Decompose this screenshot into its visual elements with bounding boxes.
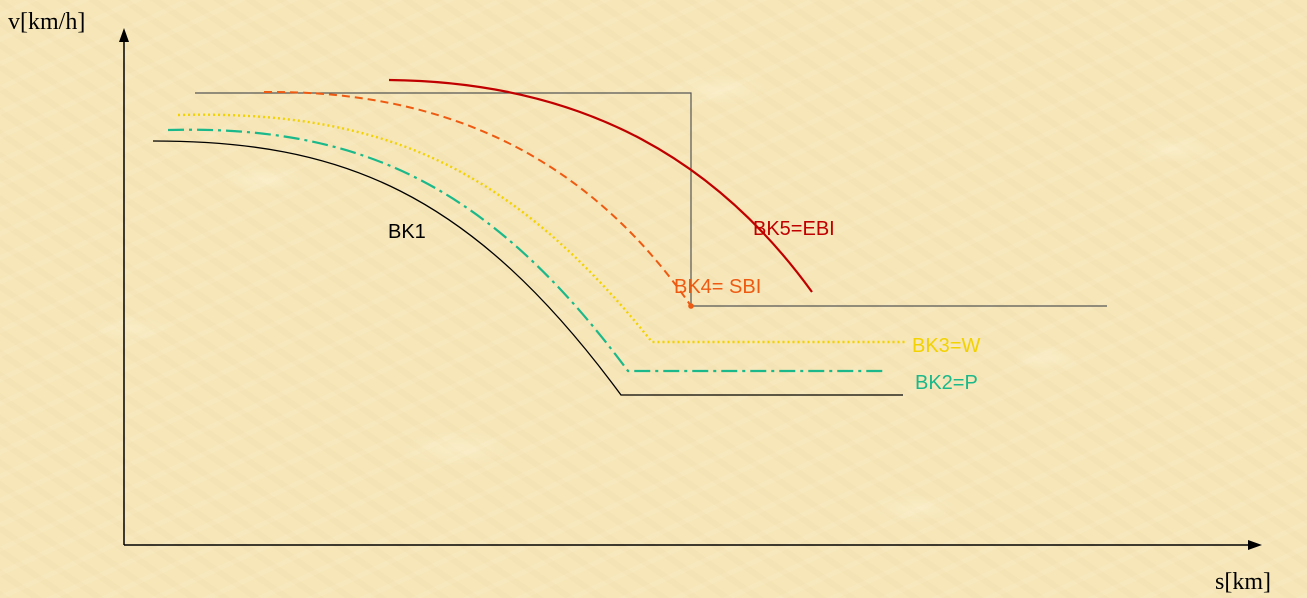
series-label-bk1: BK1 — [388, 221, 426, 243]
series-line-bk3 — [177, 113, 905, 344]
series-line-bk5 — [388, 78, 813, 293]
series-line-speed-limit — [195, 92, 1107, 307]
series-label-bk5: BK5=EBI — [753, 218, 835, 240]
series-line-bk1 — [152, 140, 903, 396]
y-axis-label: v[km/h] — [8, 9, 85, 35]
x-axis-arrow-icon — [1248, 540, 1262, 550]
series-label-bk2: BK2=P — [915, 372, 978, 394]
x-axis-label: s[km] — [1215, 569, 1271, 595]
series-label-bk3: BK3=W — [912, 335, 980, 357]
series-line-bk4 — [263, 90, 692, 307]
series-label-bk4: BK4= SBI — [674, 276, 761, 298]
bk4-end-point — [688, 303, 694, 309]
y-axis-arrow-icon — [119, 28, 129, 42]
series-line-bk2 — [167, 128, 887, 373]
